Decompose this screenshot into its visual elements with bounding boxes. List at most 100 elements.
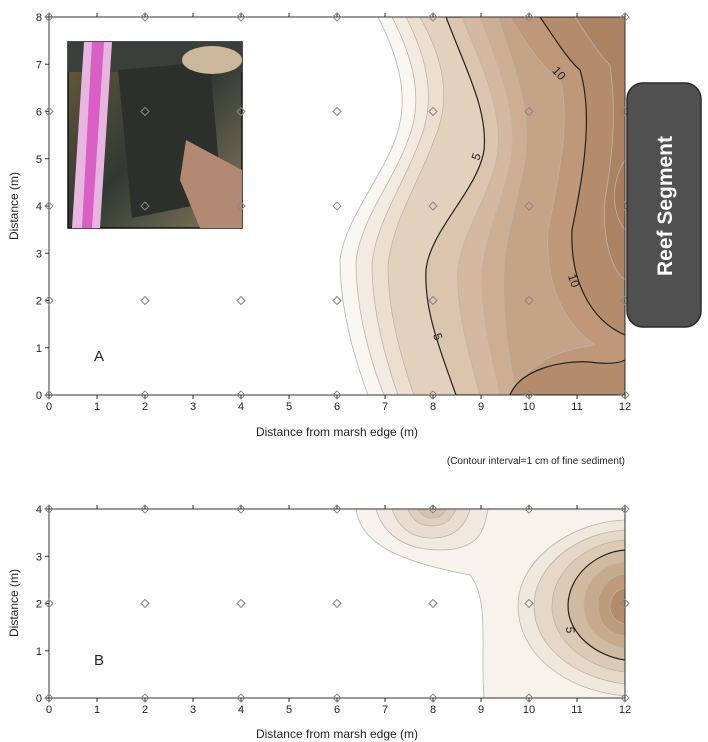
x-tick-label-b-12: 12	[619, 704, 631, 716]
sample-point-b-8	[140, 598, 150, 609]
sample-point-a-4	[428, 390, 438, 400]
x-tick-label-a-5: 5	[286, 401, 292, 413]
sample-point-a-15	[140, 201, 150, 211]
sample-point-b-2	[236, 693, 246, 703]
sample-point-b-7	[44, 598, 54, 609]
x-tick-label-b-10: 10	[523, 704, 535, 716]
contour-band-b-5	[417, 509, 447, 519]
sample-point-b-18	[428, 504, 438, 514]
sample-point-a-19	[524, 201, 534, 211]
sample-point-a-1	[140, 390, 150, 400]
y-tick-label-b-1: 1	[36, 646, 42, 658]
x-tick-label-b-1: 1	[94, 704, 100, 716]
sample-point-b-20	[620, 504, 630, 514]
sample-markers-a	[44, 12, 630, 400]
reef-segment-box: Reef Segment	[626, 82, 702, 328]
x-tick-label-b-5: 5	[286, 704, 292, 716]
sample-point-b-1	[140, 693, 150, 703]
sample-point-a-25	[428, 106, 438, 117]
sample-point-a-9	[236, 295, 246, 306]
x-tick-label-a-10: 10	[523, 401, 535, 413]
x-tick-label-a-2: 2	[142, 401, 148, 413]
x-tick-label-a-12: 12	[619, 401, 631, 413]
sample-point-b-17	[332, 504, 342, 514]
y-axis-title-b: Distance (m)	[7, 569, 21, 637]
y-tick-label-b-4: 4	[36, 504, 42, 516]
x-tick-label-b-3: 3	[190, 704, 196, 716]
sample-point-a-14	[44, 201, 54, 211]
sample-point-a-2	[236, 390, 246, 400]
sample-point-b-6	[620, 693, 630, 703]
y-tick-label-a-4: 4	[36, 201, 42, 213]
x-tick-label-a-0: 0	[46, 401, 52, 413]
x-tick-label-a-9: 9	[478, 401, 484, 413]
sample-point-a-10	[332, 295, 342, 306]
sample-point-b-15	[140, 504, 150, 514]
x-tick-label-b-7: 7	[382, 704, 388, 716]
x-axis-title-b: Distance from marsh edge (m)	[256, 727, 418, 741]
x-tick-label-a-7: 7	[382, 401, 388, 413]
sample-point-b-9	[236, 598, 246, 609]
x-tick-label-a-3: 3	[190, 401, 196, 413]
sample-point-a-17	[332, 201, 342, 211]
sample-point-a-12	[524, 295, 534, 306]
sample-point-b-16	[236, 504, 246, 514]
x-tick-label-b-2: 2	[142, 704, 148, 716]
sample-point-a-3	[332, 390, 342, 400]
x-tick-label-b-9: 9	[478, 704, 484, 716]
sample-point-b-12	[524, 598, 534, 609]
sample-point-a-11	[428, 295, 438, 306]
photo-inset	[67, 41, 243, 229]
y-tick-label-a-1: 1	[36, 343, 42, 355]
x-tick-label-b-4: 4	[238, 704, 244, 716]
contour-band-b-12	[609, 587, 625, 625]
y-tick-label-a-7: 7	[36, 59, 42, 71]
sample-point-a-18	[428, 201, 438, 211]
sample-markers-b	[44, 504, 630, 703]
sample-point-a-6	[620, 390, 630, 400]
sample-point-a-34	[620, 12, 630, 22]
sample-point-a-5	[524, 390, 534, 400]
contour-interval-note: (Contour interval=1 cm of fine sediment)	[447, 456, 625, 467]
sample-point-b-4	[428, 693, 438, 703]
sample-point-a-24	[332, 106, 342, 117]
contour-label-a-4: 10	[565, 272, 583, 290]
y-tick-label-b-0: 0	[36, 693, 42, 705]
contour-fills-b	[355, 509, 625, 698]
panel-label-b: B	[94, 652, 104, 669]
sample-point-b-19	[524, 504, 534, 514]
sample-point-b-14	[44, 504, 54, 514]
sample-point-a-8	[140, 295, 150, 306]
y-tick-label-b-3: 3	[36, 551, 42, 563]
sample-point-b-0	[44, 693, 54, 703]
x-tick-label-b-11: 11	[571, 704, 582, 716]
sample-point-a-33	[524, 12, 534, 22]
y-tick-label-a-3: 3	[36, 248, 42, 260]
y-tick-label-a-0: 0	[36, 390, 42, 402]
x-axis-title-a: Distance from marsh edge (m)	[256, 425, 418, 439]
sample-point-a-21	[44, 106, 54, 117]
y-tick-label-a-8: 8	[36, 12, 42, 24]
sample-point-a-28	[44, 12, 54, 22]
sample-point-b-11	[428, 598, 438, 609]
sample-point-a-7	[44, 295, 54, 306]
sample-point-b-5	[524, 693, 534, 703]
contour-label-a-2: 5	[430, 331, 446, 342]
reef-segment-label: Reef Segment	[654, 136, 677, 276]
y-tick-label-a-6: 6	[36, 107, 42, 119]
contour-label-a-1: 5	[469, 151, 485, 162]
sample-point-b-13	[620, 598, 630, 609]
sample-point-b-3	[332, 693, 342, 703]
panel-label-a: A	[94, 348, 104, 365]
x-tick-label-a-4: 4	[238, 401, 244, 413]
contour-band-a-13	[509, 359, 625, 395]
y-tick-label-b-2: 2	[36, 599, 42, 611]
sample-point-a-30	[236, 12, 246, 22]
x-tick-label-b-0: 0	[46, 704, 52, 716]
x-tick-label-a-8: 8	[430, 401, 436, 413]
sample-point-a-22	[140, 106, 150, 117]
sample-point-a-16	[236, 201, 246, 211]
